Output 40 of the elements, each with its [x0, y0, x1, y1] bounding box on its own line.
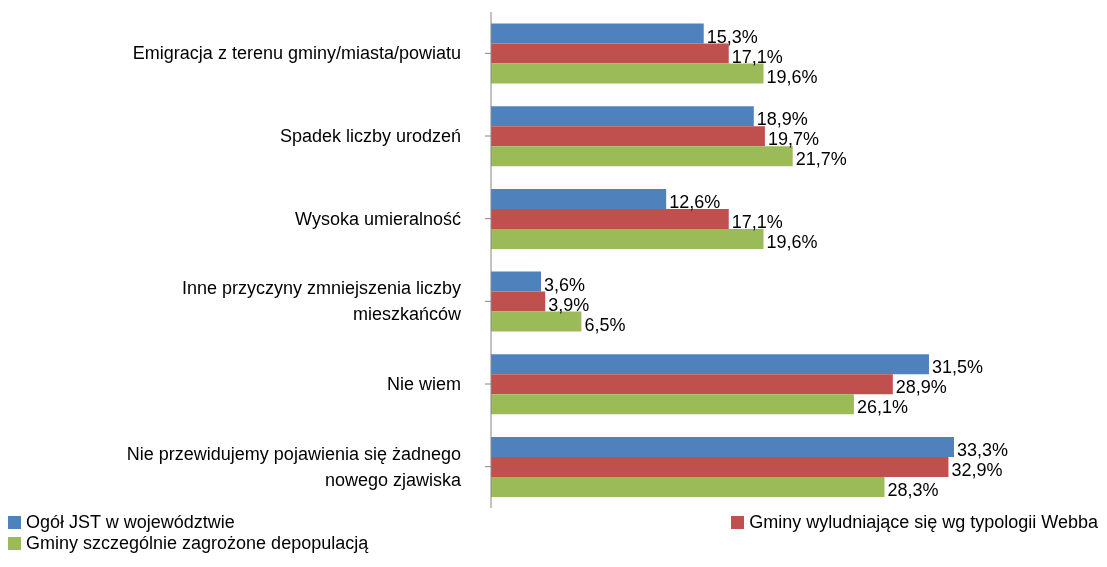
- data-label: 19,7%: [767, 129, 819, 150]
- bar: [491, 394, 854, 415]
- legend-label: Gminy wyludniające się wg typologii Webba: [749, 512, 1098, 533]
- bar: [491, 374, 893, 395]
- y-tick-label: Nie przewidujemy pojawienia się żadnego nowego zjawiska: [126, 443, 462, 490]
- data-label: 28,3%: [887, 479, 939, 500]
- data-label: 31,5%: [931, 357, 984, 378]
- data-label: 33,3%: [957, 439, 1009, 460]
- data-label: 15,3%: [706, 26, 758, 47]
- bar: [491, 436, 954, 457]
- data-label: 19,6%: [766, 231, 818, 252]
- legend-label: Gminy szczególnie zagrożone depopulacją: [26, 533, 369, 554]
- data-label: 26,1%: [856, 397, 908, 418]
- data-label: 17,1%: [731, 46, 783, 67]
- data-label: 32,9%: [951, 459, 1003, 480]
- y-tick-label: Wysoka umieralność: [295, 208, 461, 229]
- y-tick-label: Spadek liczby urodzeń: [279, 126, 461, 146]
- y-tick-label: Emigracja z terenu gminy/miasta/powiatu: [132, 43, 461, 64]
- bar: [491, 271, 542, 292]
- bar: [491, 126, 765, 147]
- data-label: 21,7%: [795, 149, 847, 170]
- bar: [491, 291, 546, 312]
- data-label: 18,9%: [756, 109, 808, 130]
- y-tick-label: Nie wiem: [386, 374, 461, 394]
- y-tick-label: Inne przyczyny zmniejszenia liczby mieszkańców: [181, 278, 462, 325]
- bar: [491, 456, 949, 477]
- bar: [491, 188, 667, 209]
- data-label: 3,6%: [544, 274, 586, 295]
- bar: [491, 146, 793, 167]
- data-label: 19,6%: [766, 66, 818, 87]
- data-label: 28,9%: [895, 377, 947, 398]
- data-label: 17,1%: [731, 211, 783, 232]
- data-label: 12,6%: [669, 191, 721, 212]
- bar: [491, 106, 754, 127]
- legend-label: Ogół JST w województwie: [26, 512, 235, 533]
- bar: [491, 354, 929, 375]
- bar: [491, 23, 704, 44]
- data-label: 3,9%: [548, 294, 590, 315]
- bar: [491, 476, 885, 497]
- data-label: 6,5%: [584, 314, 626, 335]
